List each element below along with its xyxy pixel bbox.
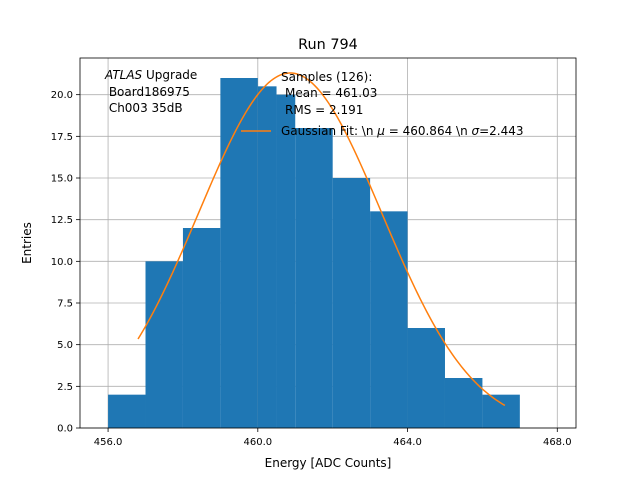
histogram-bar: [444, 378, 483, 428]
atlas-label: ATLAS Upgrade: [104, 68, 197, 82]
histogram-bar: [108, 394, 146, 428]
y-tick-label: 0.0: [57, 424, 73, 435]
legend: Gaussian Fit: \n μ = 460.864 \n σ=2.443: [241, 124, 524, 138]
y-tick-label: 10.0: [51, 257, 73, 268]
x-tick-label: 468.0: [543, 437, 572, 448]
x-tick-label: 456.0: [94, 437, 123, 448]
board-label: Board186975: [105, 85, 190, 99]
y-tick-label: 7.5: [57, 299, 73, 310]
plot-frame: [79, 57, 577, 429]
histogram-bar: [182, 228, 221, 428]
legend-fit-label: Gaussian Fit: \n μ = 460.864 \n σ=2.443: [281, 124, 524, 138]
atlas-annotation: ATLAS Upgrade Board186975 Ch003 35dB: [104, 68, 197, 115]
y-tick-label: 20.0: [51, 90, 73, 101]
histogram-bar: [332, 178, 371, 428]
y-tick-label: 2.5: [57, 382, 73, 393]
y-tick-label: 5.0: [57, 340, 73, 351]
histogram-bar: [276, 94, 296, 429]
mean-label: Mean = 461.03: [285, 86, 377, 100]
chart-title: Run 794: [298, 37, 358, 53]
histogram-bar: [482, 394, 520, 428]
x-tick-label: 460.0: [243, 437, 272, 448]
x-axis-label: Energy [ADC Counts]: [265, 456, 392, 470]
channel-label: Ch003 35dB: [105, 101, 183, 115]
histogram-bars: [108, 78, 520, 429]
gaussian-fit-curve: [137, 72, 506, 407]
y-tick-label: 12.5: [51, 215, 73, 226]
axis-ticks: 456.0 460.0 464.0 468.0 0.0 2.5 5.0 7.5 10.0 12.5…: [51, 90, 572, 448]
histogram-bar: [257, 86, 277, 428]
x-tick-label: 464.0: [393, 437, 422, 448]
rms-label: RMS = 2.191: [285, 103, 363, 117]
histogram-bar: [145, 261, 183, 428]
stats-annotation: Samples (126): Mean = 461.03 RMS = 2.191: [281, 70, 377, 117]
histogram-bar: [370, 211, 408, 428]
y-tick-label: 15.0: [51, 174, 73, 185]
y-axis-label: Entries: [20, 222, 34, 264]
y-tick-label: 17.5: [51, 132, 73, 143]
histogram-bar: [295, 128, 333, 428]
histogram-bar: [407, 328, 445, 428]
histogram-bar: [220, 78, 258, 428]
samples-label: Samples (126):: [281, 70, 372, 84]
